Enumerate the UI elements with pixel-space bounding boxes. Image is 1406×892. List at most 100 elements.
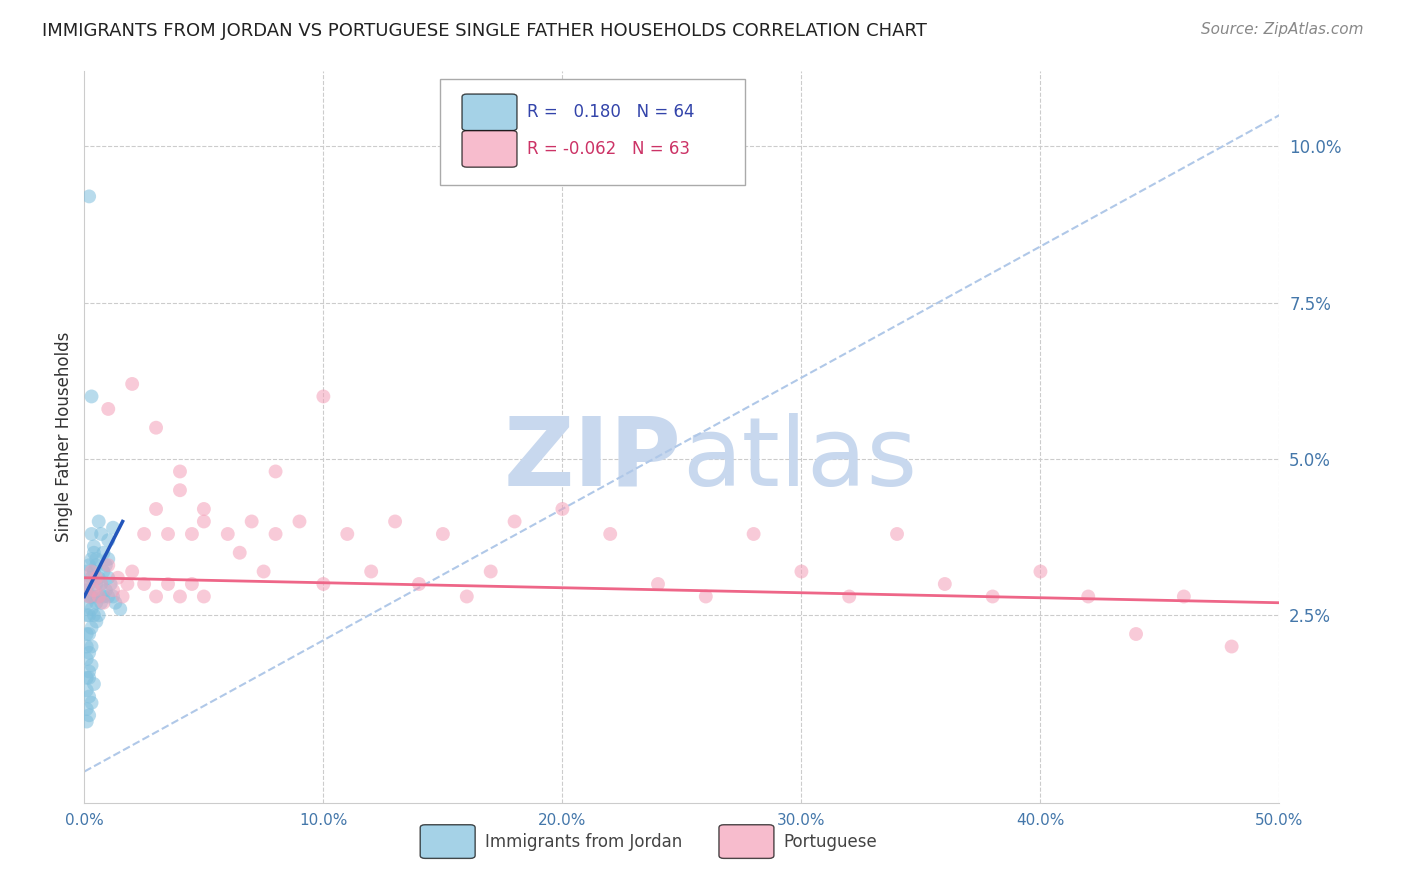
Point bbox=[76, 652, 98, 666]
Point bbox=[76, 671, 98, 685]
Point bbox=[77, 708, 100, 723]
Point bbox=[1077, 590, 1099, 604]
Text: R = -0.062   N = 63: R = -0.062 N = 63 bbox=[527, 140, 689, 158]
Point bbox=[838, 590, 860, 604]
Point bbox=[551, 502, 574, 516]
Point bbox=[77, 577, 100, 591]
Point bbox=[132, 527, 156, 541]
Point bbox=[264, 465, 287, 479]
Point bbox=[264, 527, 287, 541]
Point bbox=[742, 527, 765, 541]
Point bbox=[83, 608, 105, 623]
Point bbox=[77, 627, 100, 641]
Point bbox=[87, 515, 110, 529]
Point bbox=[80, 602, 103, 616]
Point bbox=[90, 577, 112, 591]
Text: IMMIGRANTS FROM JORDAN VS PORTUGUESE SINGLE FATHER HOUSEHOLDS CORRELATION CHART: IMMIGRANTS FROM JORDAN VS PORTUGUESE SIN… bbox=[42, 22, 927, 40]
Point bbox=[77, 690, 100, 704]
FancyBboxPatch shape bbox=[440, 78, 745, 185]
Point bbox=[456, 590, 478, 604]
Point bbox=[76, 565, 98, 579]
Point bbox=[100, 577, 122, 591]
Point bbox=[169, 590, 191, 604]
Point bbox=[229, 546, 252, 560]
FancyBboxPatch shape bbox=[718, 825, 773, 858]
Point bbox=[80, 696, 103, 710]
Point bbox=[83, 590, 105, 604]
FancyBboxPatch shape bbox=[463, 130, 517, 167]
Point bbox=[90, 577, 112, 591]
Point bbox=[77, 189, 100, 203]
Point bbox=[312, 577, 335, 591]
Point bbox=[76, 583, 98, 598]
Point bbox=[336, 527, 359, 541]
Point bbox=[432, 527, 454, 541]
Point bbox=[101, 583, 124, 598]
Point bbox=[77, 590, 100, 604]
Point bbox=[790, 565, 813, 579]
Point bbox=[253, 565, 276, 579]
Point bbox=[86, 552, 108, 566]
Point bbox=[76, 714, 98, 729]
Point bbox=[80, 621, 103, 635]
Point bbox=[93, 596, 115, 610]
Point bbox=[121, 565, 143, 579]
Point bbox=[157, 577, 180, 591]
Point bbox=[94, 558, 117, 573]
Point bbox=[76, 640, 98, 654]
Point bbox=[77, 590, 100, 604]
Point bbox=[104, 596, 127, 610]
Point bbox=[76, 702, 98, 716]
Point bbox=[83, 565, 105, 579]
Point bbox=[1125, 627, 1147, 641]
Point bbox=[288, 515, 311, 529]
Point bbox=[93, 590, 115, 604]
Point bbox=[132, 577, 156, 591]
Point bbox=[110, 602, 132, 616]
Point bbox=[83, 583, 105, 598]
Point bbox=[312, 389, 335, 403]
Point bbox=[169, 465, 191, 479]
Point bbox=[86, 577, 108, 591]
Point bbox=[97, 590, 120, 604]
Point bbox=[77, 671, 100, 685]
Point bbox=[87, 571, 110, 585]
Point bbox=[1029, 565, 1052, 579]
Text: ZIP: ZIP bbox=[503, 412, 682, 506]
Point bbox=[360, 565, 382, 579]
Point bbox=[217, 527, 239, 541]
Point bbox=[145, 502, 167, 516]
Text: R =   0.180   N = 64: R = 0.180 N = 64 bbox=[527, 103, 695, 121]
Point bbox=[80, 590, 103, 604]
Point bbox=[181, 527, 204, 541]
FancyBboxPatch shape bbox=[420, 825, 475, 858]
Point bbox=[193, 515, 215, 529]
Point bbox=[101, 521, 124, 535]
Text: Source: ZipAtlas.com: Source: ZipAtlas.com bbox=[1201, 22, 1364, 37]
Text: Portuguese: Portuguese bbox=[783, 832, 877, 851]
Point bbox=[94, 583, 117, 598]
Point bbox=[90, 596, 112, 610]
Point bbox=[1173, 590, 1195, 604]
Point bbox=[384, 515, 406, 529]
Point bbox=[77, 665, 100, 679]
Point bbox=[97, 558, 120, 573]
Text: Immigrants from Jordan: Immigrants from Jordan bbox=[485, 832, 682, 851]
Point bbox=[193, 502, 215, 516]
Point bbox=[695, 590, 717, 604]
Point bbox=[76, 627, 98, 641]
Text: atlas: atlas bbox=[682, 412, 917, 506]
Y-axis label: Single Father Households: Single Father Households bbox=[55, 332, 73, 542]
Point bbox=[981, 590, 1004, 604]
Point bbox=[117, 577, 139, 591]
Point bbox=[599, 527, 621, 541]
Point bbox=[97, 533, 120, 548]
Point bbox=[76, 608, 98, 623]
Point bbox=[479, 565, 502, 579]
Point bbox=[97, 401, 120, 416]
Point bbox=[80, 552, 103, 566]
Point bbox=[93, 565, 115, 579]
Point bbox=[181, 577, 204, 591]
Point bbox=[169, 483, 191, 498]
Point bbox=[107, 571, 129, 585]
